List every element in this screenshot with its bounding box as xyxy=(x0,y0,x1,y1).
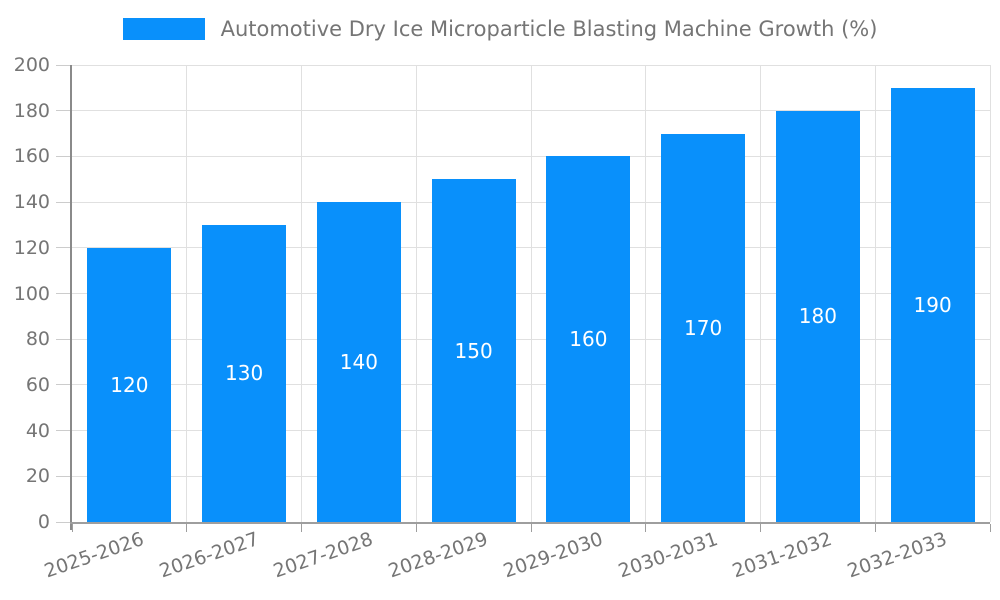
y-tick-label: 180 xyxy=(13,99,50,122)
x-tick-mark xyxy=(415,524,417,532)
x-tick-label: 2027-2028 xyxy=(270,528,377,583)
grid-line-vertical xyxy=(530,65,532,522)
y-tick-label: 140 xyxy=(13,191,50,214)
y-tick-label: 100 xyxy=(13,282,50,305)
x-tick-mark xyxy=(760,524,761,532)
y-tick-mark xyxy=(56,155,70,157)
grid-line-vertical xyxy=(301,65,302,522)
x-tick-mark xyxy=(301,524,302,532)
bar[interactable] xyxy=(546,156,631,522)
y-tick-mark xyxy=(56,201,70,203)
x-tick-label: 2028-2029 xyxy=(385,528,491,583)
bar[interactable] xyxy=(316,202,401,522)
y-tick-mark xyxy=(56,110,70,112)
bar-value-label: 180 xyxy=(798,304,837,329)
bar-value-label: 190 xyxy=(913,292,952,317)
plot-area: 120 130 140 150 160 170 180 190 xyxy=(72,64,991,522)
bar-value-label: 130 xyxy=(225,361,264,386)
bar-value-label: 160 xyxy=(569,327,608,352)
y-tick-mark xyxy=(56,521,70,523)
bar-value-label: 120 xyxy=(110,372,149,397)
x-tick-mark xyxy=(186,524,188,532)
y-tick-label: 60 xyxy=(25,373,50,396)
x-tick-label: 2025-2026 xyxy=(41,528,147,583)
bar[interactable] xyxy=(202,224,287,522)
y-tick-mark xyxy=(56,384,70,386)
y-tick-mark xyxy=(56,247,70,249)
grid-line-vertical xyxy=(645,65,647,522)
y-tick-label: 80 xyxy=(25,328,50,351)
x-tick-mark xyxy=(71,524,73,532)
grid-line-vertical xyxy=(186,65,188,522)
x-tick-mark xyxy=(874,524,876,532)
y-tick-mark xyxy=(56,430,70,432)
grid-line-vertical xyxy=(989,65,991,522)
bar[interactable] xyxy=(431,179,516,522)
x-tick-mark xyxy=(645,524,647,532)
y-tick-label: 160 xyxy=(13,145,50,168)
bar[interactable] xyxy=(890,87,975,522)
grid-line-vertical xyxy=(415,65,417,522)
legend-swatch xyxy=(122,18,205,40)
x-tick-label: 2026-2027 xyxy=(156,528,262,583)
x-tick-label: 2032-2033 xyxy=(844,528,950,583)
x-tick-label: 2029-2030 xyxy=(500,528,606,583)
y-tick-mark xyxy=(56,475,70,477)
x-tick-label: 2031-2032 xyxy=(729,528,836,583)
bar-value-label: 140 xyxy=(339,350,378,375)
y-tick-label: 0 xyxy=(37,511,50,533)
y-tick-label: 20 xyxy=(25,465,50,488)
y-tick-label: 120 xyxy=(13,236,50,259)
y-tick-label: 40 xyxy=(25,419,50,442)
bar-value-label: 150 xyxy=(454,338,493,363)
legend-label: Automotive Dry Ice Microparticle Blastin… xyxy=(220,17,878,41)
bar[interactable] xyxy=(661,133,746,522)
x-tick-mark xyxy=(530,524,532,532)
y-axis-line xyxy=(70,65,72,530)
y-tick-mark xyxy=(56,293,70,294)
grid-line-vertical xyxy=(760,65,761,522)
grid-line-vertical xyxy=(874,65,876,522)
y-tick-mark xyxy=(56,64,70,66)
legend[interactable]: Automotive Dry Ice Microparticle Blastin… xyxy=(0,14,1000,44)
bar[interactable] xyxy=(775,110,860,522)
y-tick-mark xyxy=(56,338,70,340)
bar[interactable] xyxy=(87,247,172,522)
x-tick-label: 2030-2031 xyxy=(615,528,721,583)
x-tick-mark xyxy=(989,524,991,532)
y-tick-label: 200 xyxy=(13,54,50,76)
bar-value-label: 170 xyxy=(684,315,723,340)
x-axis-line xyxy=(70,522,990,524)
